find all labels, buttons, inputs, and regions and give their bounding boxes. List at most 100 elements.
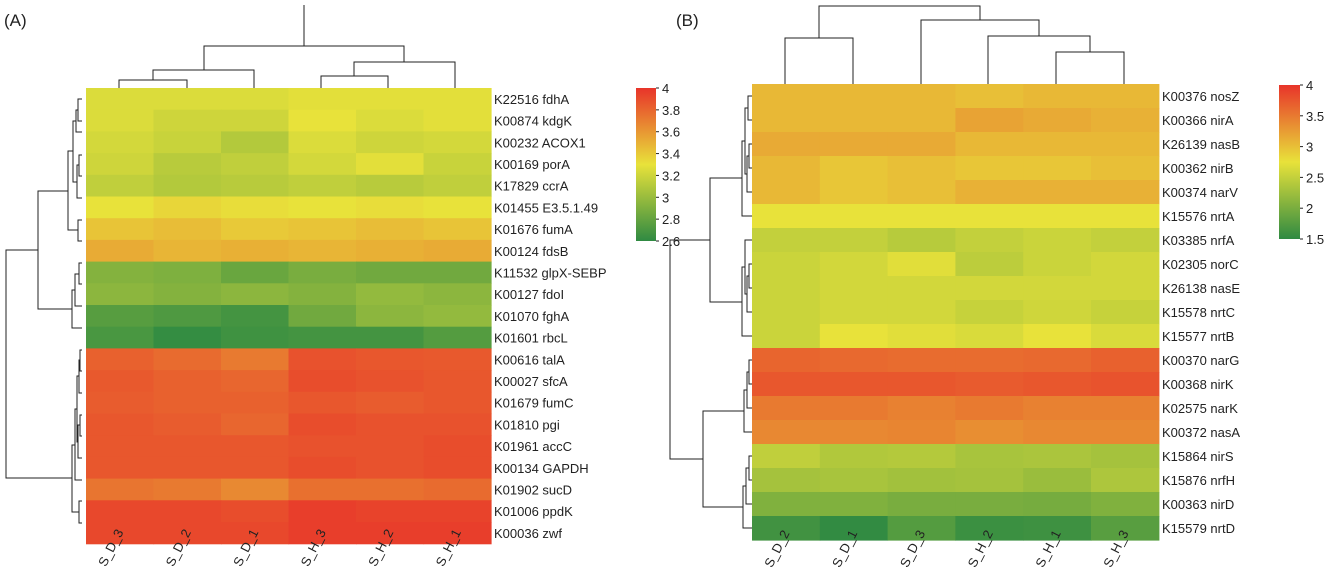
heatmap-cell: [288, 109, 357, 132]
heatmap-cell: [752, 324, 821, 349]
heatmap-cell: [356, 196, 425, 219]
heatmap-cell: [1091, 180, 1160, 205]
heatmap-cell: [288, 174, 357, 198]
heatmap-cell: [819, 300, 889, 325]
heatmap-cell: [887, 468, 956, 493]
heatmap-cell: [153, 326, 222, 349]
heatmap-cell: [752, 516, 821, 541]
row-label: K01676 fumA: [494, 222, 573, 237]
row-label: K15577 nrtB: [1162, 329, 1234, 344]
heatmap-cell: [356, 88, 425, 111]
heatmap-cell: [86, 109, 155, 132]
colorbar-tick-label: 4: [1306, 78, 1313, 93]
heatmap-cell: [1023, 372, 1092, 397]
heatmap-cell: [1091, 492, 1160, 517]
panel-a: (A): [4, 5, 680, 569]
heatmap-cell: [221, 500, 290, 523]
heatmap-cell: [1023, 252, 1092, 277]
heatmap-cell: [887, 348, 956, 373]
heatmap-cell: [288, 239, 357, 263]
heatmap-cell: [356, 218, 425, 241]
heatmap-cell: [887, 324, 956, 349]
heatmap-cell: [887, 492, 956, 517]
heatmap-cell: [1091, 156, 1160, 181]
heatmap-cell: [752, 420, 821, 445]
heatmap-cell: [887, 204, 956, 229]
heatmap-cell: [356, 131, 425, 154]
heatmap-cell: [752, 228, 821, 253]
row-label: K00368 nirK: [1162, 377, 1234, 392]
heatmap-cell: [86, 522, 155, 545]
heatmap-cell: [86, 261, 155, 284]
heatmap-cell: [356, 456, 425, 480]
heatmap-cell: [356, 391, 425, 415]
heatmap-cell: [221, 522, 290, 545]
heatmap-cell: [955, 252, 1024, 277]
heatmap-cell: [86, 218, 155, 241]
heatmap-cell: [1091, 396, 1160, 421]
heatmap-cell: [153, 153, 222, 176]
row-label: K01601 rbcL: [494, 331, 568, 346]
heatmap-cell: [819, 396, 889, 421]
heatmap-cell: [86, 283, 155, 306]
heatmap-cell: [955, 300, 1024, 325]
panel-a-row-labels: K22516 fdhA K00874 kdgK K00232 ACOX1 K00169…: [494, 92, 607, 541]
heatmap-cell: [288, 261, 357, 284]
heatmap-cell: [955, 468, 1024, 493]
heatmap-cell: [1023, 276, 1092, 301]
heatmap-cell: [221, 88, 290, 111]
heatmap-cell: [955, 108, 1024, 133]
heatmap-cell: [1023, 84, 1092, 109]
heatmap-cell: [1091, 276, 1160, 301]
heatmap-cell: [1091, 228, 1160, 253]
heatmap-cell: [752, 156, 821, 181]
heatmap-cell: [1023, 108, 1092, 133]
heatmap-cell: [86, 326, 155, 349]
heatmap-cell: [153, 478, 222, 501]
heatmap-cell: [752, 276, 821, 301]
heatmap-cell: [1091, 468, 1160, 493]
heatmap-cell: [221, 413, 290, 436]
heatmap-cell: [153, 131, 222, 154]
heatmap-cell: [955, 228, 1024, 253]
panel-a-label: (A): [4, 11, 27, 30]
heatmap-cell: [1091, 444, 1160, 469]
heatmap-cell: [221, 218, 290, 241]
heatmap-cell: [86, 413, 155, 436]
heatmap-cell: [887, 252, 956, 277]
heatmap-cell: [887, 180, 956, 205]
heatmap-cell: [423, 456, 492, 480]
heatmap-cell: [1091, 252, 1160, 277]
heatmap-cell: [221, 435, 290, 458]
colorbar-tick-label: 3.4: [662, 147, 680, 162]
panel-a-colorbar: 4 3.8 3.6 3.4 3.2 3 2.8 2.6: [636, 81, 680, 249]
heatmap-cell: [1091, 516, 1160, 541]
heatmap-cell: [356, 348, 425, 371]
row-label: K26138 nasE: [1162, 281, 1240, 296]
heatmap-cell: [288, 522, 357, 545]
heatmap-cell: [221, 239, 290, 263]
heatmap-cell: [752, 372, 821, 397]
panel-a-column-dendrogram: [118, 5, 456, 88]
heatmap-cell: [423, 174, 492, 198]
heatmap-cell: [955, 204, 1024, 229]
heatmap-cell: [153, 305, 222, 328]
heatmap-cell: [1023, 444, 1092, 469]
heatmap-cell: [423, 88, 492, 111]
heatmap-cell: [819, 468, 889, 493]
heatmap-cell: [752, 108, 821, 133]
heatmap-cell: [955, 396, 1024, 421]
heatmap-cell: [752, 204, 821, 229]
heatmap-cell: [819, 228, 889, 253]
heatmap-cell: [153, 435, 222, 458]
heatmap-cell: [955, 372, 1024, 397]
panel-b-column-dendrogram: [784, 5, 1125, 84]
heatmap-cell: [423, 305, 492, 328]
heatmap-cell: [423, 413, 492, 436]
row-label: K01679 fumC: [494, 396, 574, 411]
heatmap-cell: [423, 261, 492, 284]
heatmap-cell: [86, 500, 155, 523]
heatmap-cell: [288, 391, 357, 415]
heatmap-cell: [1091, 84, 1160, 109]
heatmap-cell: [752, 348, 821, 373]
